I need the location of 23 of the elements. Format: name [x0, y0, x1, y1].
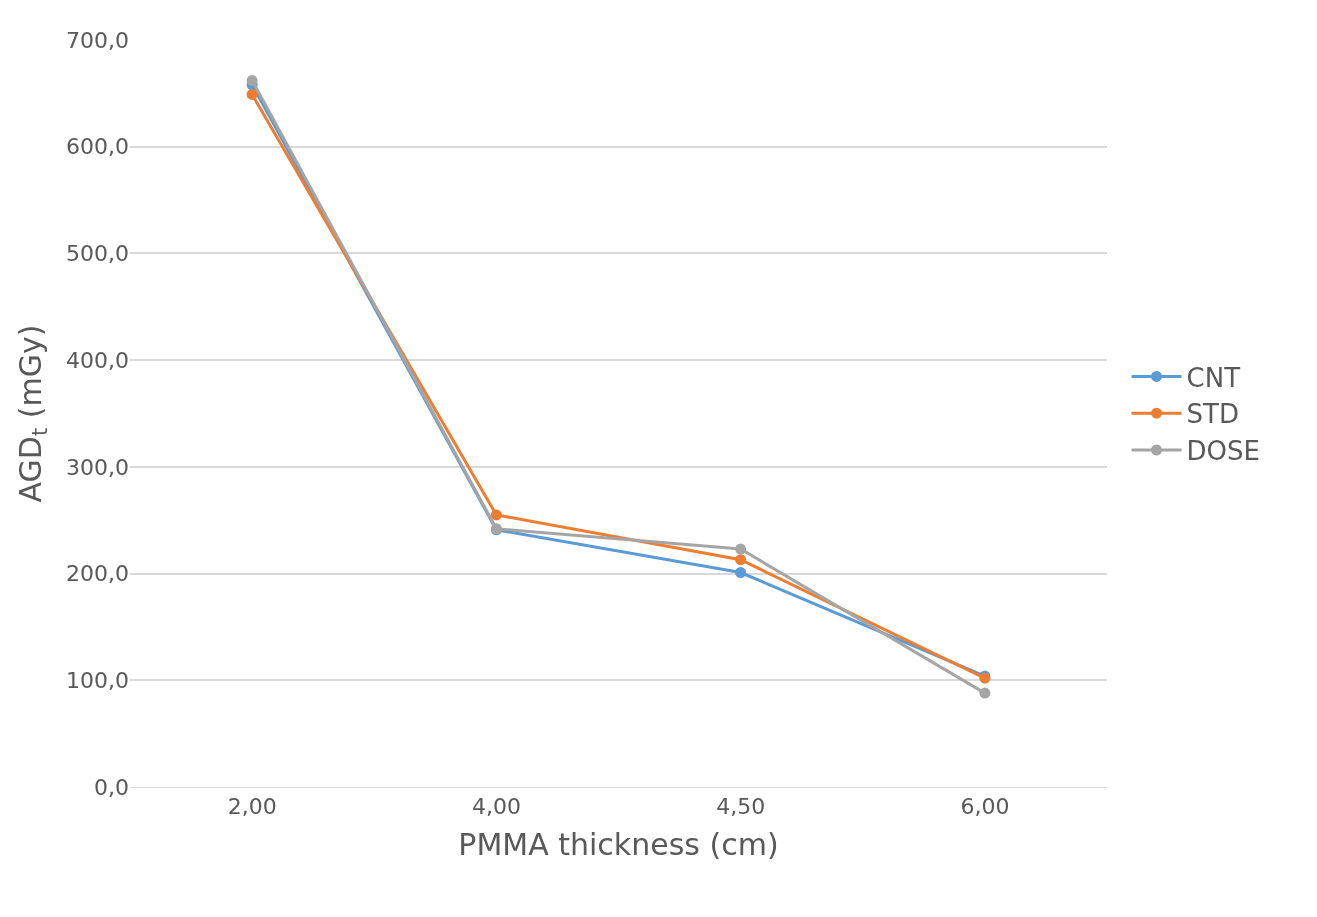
y-tick-label: 600,0 — [66, 134, 129, 160]
legend-label: CNT — [1186, 362, 1241, 393]
point — [735, 543, 747, 555]
x-tick-label: 6,00 — [960, 794, 1010, 820]
y-tick-label: 100,0 — [66, 667, 129, 693]
y-tick-label: 700,0 — [66, 27, 129, 53]
point — [735, 567, 747, 578]
x-tick-label: 4,50 — [716, 794, 766, 820]
point — [979, 687, 991, 699]
y-tick-label: 400,0 — [66, 347, 129, 373]
point — [246, 88, 258, 100]
point — [490, 509, 502, 521]
x-tick-label: 4,00 — [471, 794, 521, 820]
x-axis-title: PMMA thickness (cm) — [458, 826, 779, 862]
y-tick-label: 200,0 — [66, 561, 129, 587]
y-tick-label: 300,0 — [66, 454, 129, 480]
point — [246, 75, 258, 87]
x-tick-label: 2,00 — [227, 794, 277, 820]
legend-label: DOSE — [1186, 436, 1260, 467]
y-tick-label: 0,0 — [94, 774, 129, 800]
legend-label: STD — [1186, 399, 1239, 430]
y-tick-label: 500,0 — [66, 241, 129, 267]
point — [735, 554, 747, 566]
